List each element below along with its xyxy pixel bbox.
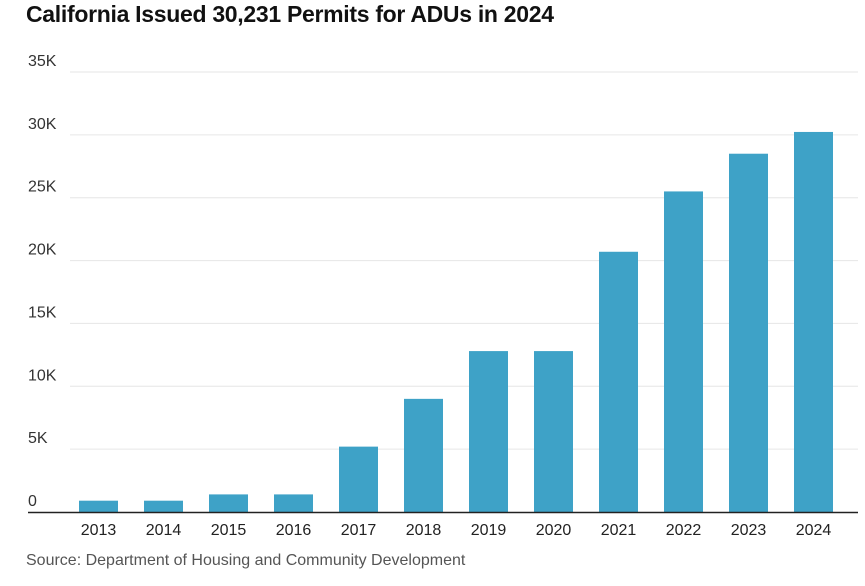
bar (469, 351, 508, 512)
y-tick-label: 5K (28, 430, 48, 447)
source-note: Source: Department of Housing and Commun… (26, 552, 466, 569)
bar (144, 500, 183, 512)
x-tick-label: 2015 (211, 522, 247, 539)
x-tick-label: 2016 (276, 522, 312, 539)
y-axis-ticks: 0 5K 10K 15K 20K 25K 30K 35K (28, 53, 57, 510)
x-tick-label: 2024 (796, 522, 832, 539)
bar (599, 251, 638, 512)
x-tick-label: 2013 (81, 522, 117, 539)
x-tick-label: 2020 (536, 522, 572, 539)
x-tick-label: 2023 (731, 522, 767, 539)
y-tick-label: 30K (28, 116, 57, 133)
x-tick-label: 2021 (601, 522, 637, 539)
bar (534, 351, 573, 512)
y-tick-label: 0 (28, 493, 37, 510)
bar (339, 446, 378, 512)
x-tick-label: 2019 (471, 522, 507, 539)
bars (79, 131, 833, 513)
bar (209, 494, 248, 512)
bar (729, 153, 768, 512)
gridlines (70, 71, 858, 450)
bar (79, 500, 118, 512)
y-tick-label: 15K (28, 304, 57, 321)
y-tick-label: 10K (28, 367, 57, 384)
chart-title: California Issued 30,231 Permits for ADU… (26, 1, 554, 27)
x-tick-label: 2018 (406, 522, 442, 539)
bar (794, 131, 833, 513)
bar (664, 191, 703, 512)
x-tick-label: 2022 (666, 522, 702, 539)
x-tick-label: 2017 (341, 522, 377, 539)
x-tick-label: 2014 (146, 522, 182, 539)
y-tick-label: 25K (28, 179, 57, 196)
bar (404, 398, 443, 512)
x-axis-ticks: 2013 2014 2015 2016 2017 2018 2019 2020 2021 2022… (81, 522, 832, 539)
y-tick-label: 35K (28, 53, 57, 70)
bar (274, 494, 313, 512)
y-tick-label: 20K (28, 242, 57, 259)
